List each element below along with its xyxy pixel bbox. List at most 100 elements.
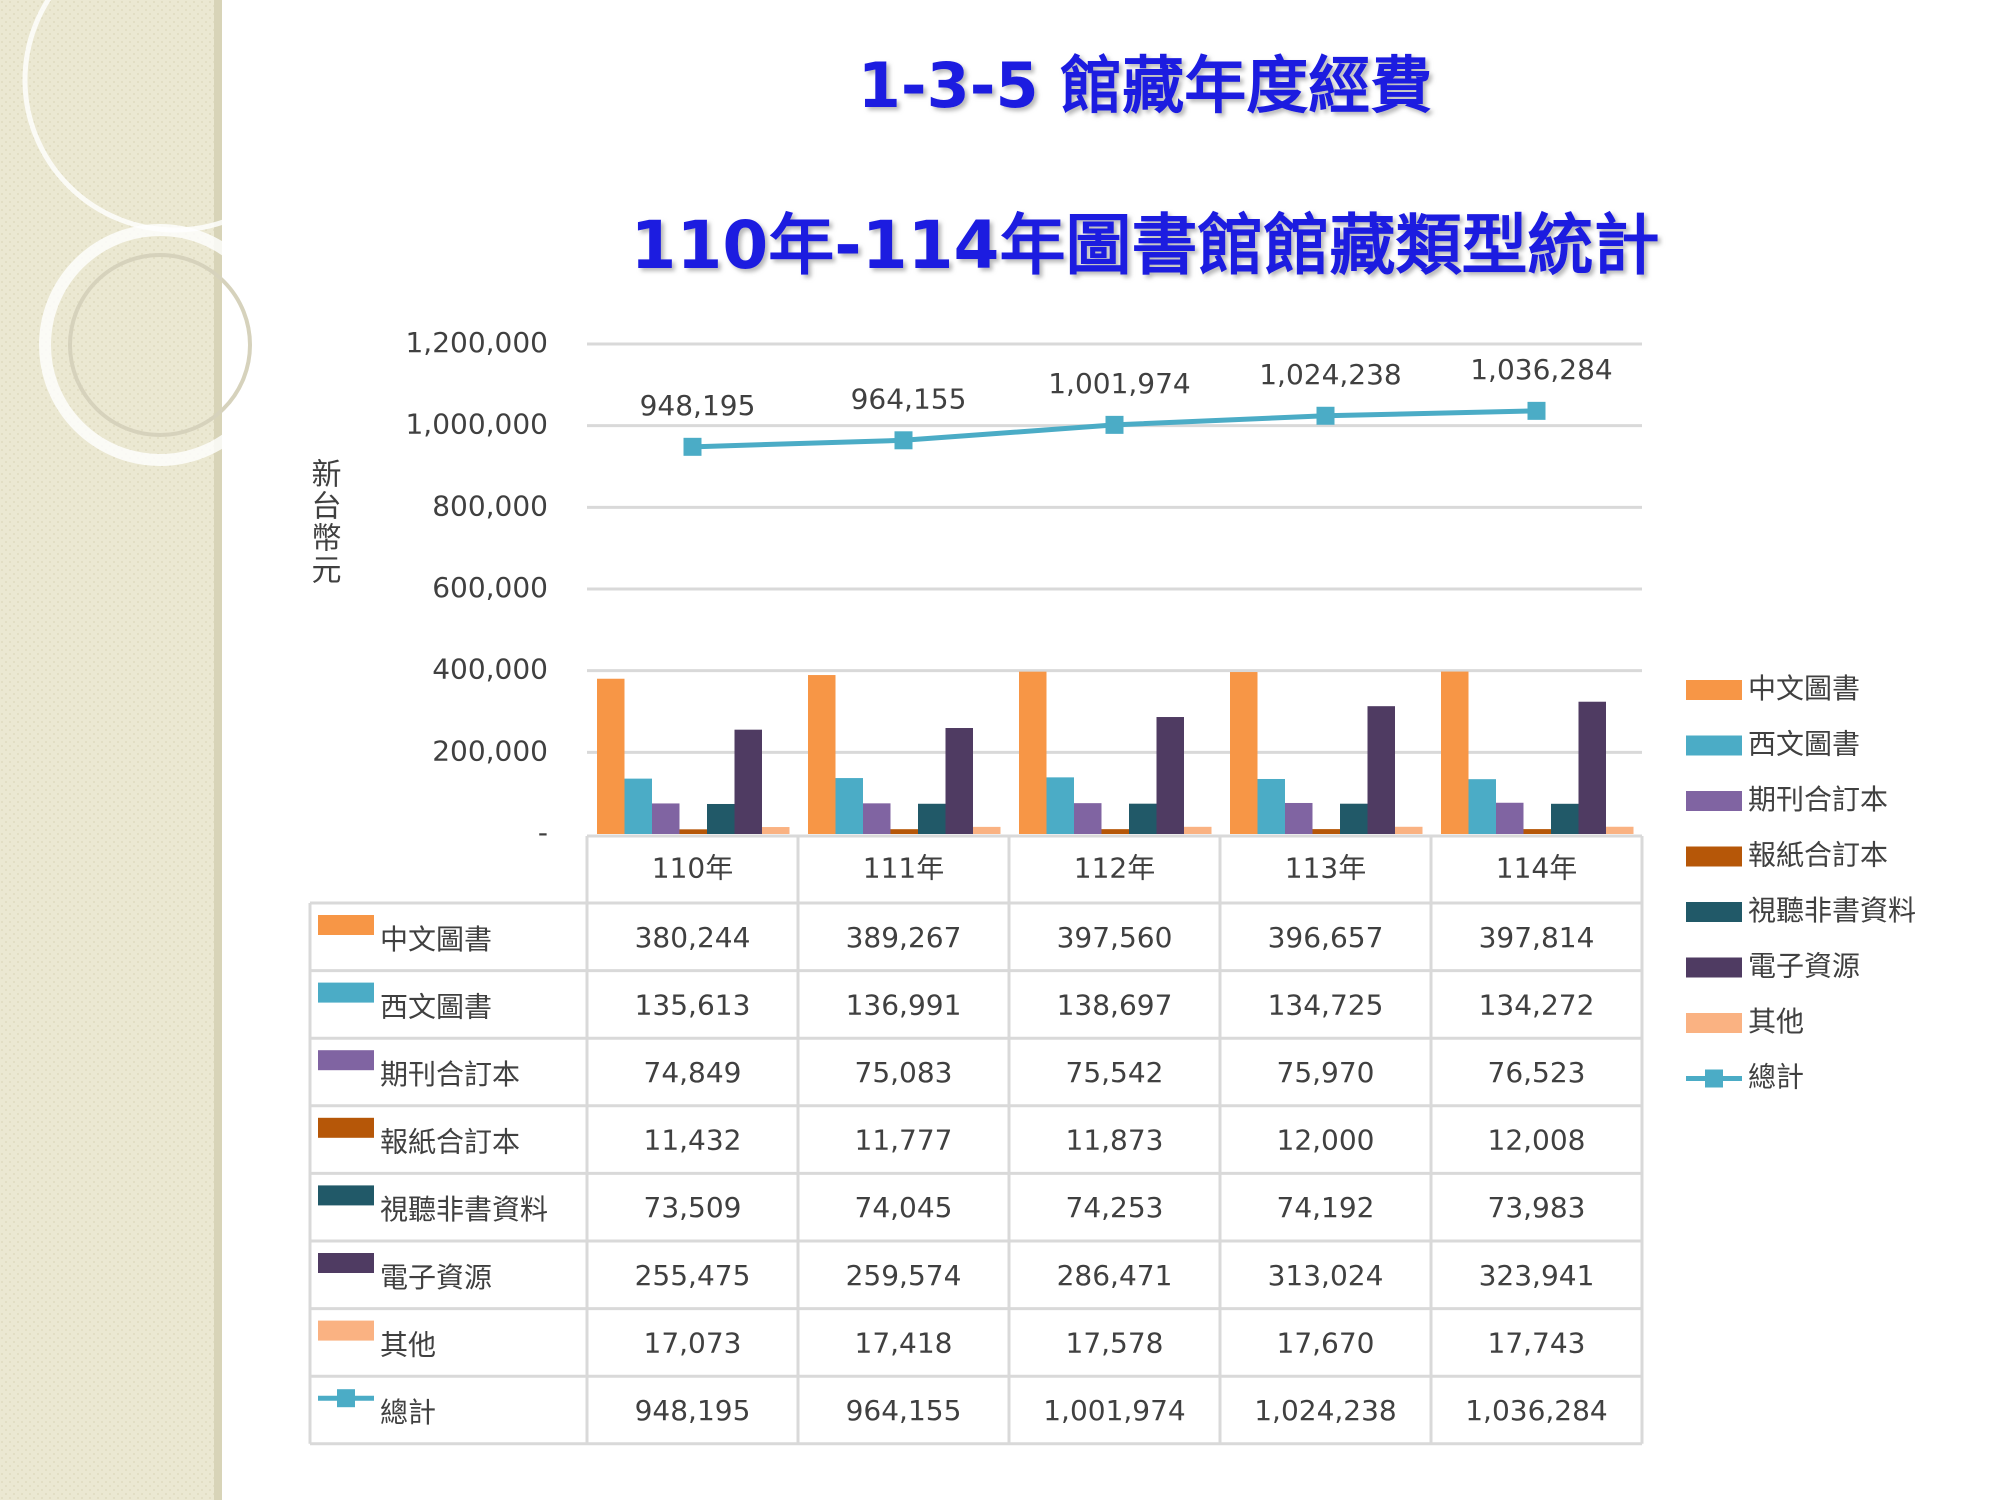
row-label: 視聽非書資料: [380, 1193, 548, 1226]
side-strip: [0, 0, 222, 1500]
bar: [1395, 826, 1423, 834]
legend-swatch: [318, 1320, 374, 1341]
line-marker: [1316, 406, 1335, 425]
table-cell: 286,471: [1057, 1259, 1173, 1292]
bar: [945, 728, 973, 834]
table-cell: 75,970: [1277, 1056, 1375, 1089]
bar: [1230, 672, 1258, 834]
data-label: 1,001,974: [1048, 367, 1191, 400]
y-tick-label: 1,200,000: [405, 326, 548, 359]
row-label: 西文圖書: [380, 990, 492, 1023]
y-tick-label: 400,000: [432, 653, 548, 686]
bar: [1551, 803, 1579, 834]
y-tick-label: 1,000,000: [405, 408, 548, 441]
table-cell: 76,523: [1488, 1056, 1586, 1089]
table-cell: 73,509: [644, 1191, 742, 1224]
table-cell: 397,814: [1479, 921, 1595, 954]
table-cell: 1,001,974: [1043, 1394, 1186, 1427]
y-axis-label: 新台幣元: [306, 458, 341, 586]
table-cell: 12,008: [1488, 1124, 1586, 1157]
y-tick-label: 800,000: [432, 489, 548, 522]
table-cell: 259,574: [846, 1259, 962, 1292]
legend-label: 西文圖書: [1748, 728, 1860, 761]
legend-swatch: [1686, 957, 1742, 978]
bar: [1074, 803, 1102, 834]
bar: [973, 826, 1001, 834]
table-cell: 74,253: [1066, 1191, 1164, 1224]
table-cell: 74,849: [644, 1056, 742, 1089]
row-label: 電子資源: [380, 1261, 492, 1294]
line-marker: [894, 431, 913, 450]
bar: [679, 829, 707, 834]
data-label: 1,024,238: [1259, 358, 1402, 391]
legend-swatch: [337, 1389, 355, 1408]
bar: [707, 803, 735, 834]
table-cell: 17,743: [1488, 1326, 1586, 1359]
legend-label: 視聽非書資料: [1748, 894, 1916, 927]
bar: [1156, 717, 1184, 834]
table-cell: 134,725: [1268, 988, 1384, 1021]
legend-label: 期刊合訂本: [1748, 783, 1888, 816]
row-label: 總計: [380, 1396, 436, 1429]
table-cell: 397,560: [1057, 921, 1173, 954]
deco-circle: [68, 253, 252, 437]
bar: [734, 729, 762, 834]
x-tick-label: 112年: [1074, 852, 1155, 885]
data-label: 964,155: [851, 382, 967, 415]
line-marker: [683, 437, 702, 456]
line-marker: [1527, 401, 1546, 420]
x-tick-label: 113年: [1285, 852, 1366, 885]
legend-swatch: [318, 1050, 374, 1071]
table-cell: 138,697: [1057, 988, 1173, 1021]
data-label: 948,195: [640, 389, 756, 422]
bar: [624, 778, 652, 834]
bar: [863, 803, 891, 834]
table-cell: 75,542: [1066, 1056, 1164, 1089]
table-cell: 11,777: [855, 1124, 953, 1157]
legend-swatch: [1686, 902, 1742, 922]
table-cell: 396,657: [1268, 921, 1384, 954]
legend-swatch: [1686, 735, 1742, 756]
bar: [1129, 803, 1157, 834]
legend-swatch: [1686, 791, 1742, 811]
bar: [1606, 826, 1634, 834]
bar: [1285, 802, 1313, 834]
y-tick-label: 200,000: [432, 734, 548, 767]
legend-label: 中文圖書: [1748, 672, 1860, 705]
chart-title: 110年-114年圖書館館藏類型統計: [631, 207, 1660, 284]
bar: [1441, 671, 1469, 834]
legend-swatch: [1686, 680, 1742, 700]
legend-label: 其他: [1748, 1005, 1804, 1038]
bar: [835, 778, 863, 834]
table-cell: 74,045: [855, 1191, 953, 1224]
legend-swatch: [1686, 846, 1742, 867]
bar: [1578, 701, 1606, 834]
legend-swatch: [318, 915, 374, 935]
bar: [1523, 829, 1551, 834]
bar: [1496, 802, 1524, 834]
y-tick-label: -: [538, 816, 548, 849]
table-cell: 389,267: [846, 921, 962, 954]
data-label: 1,036,284: [1470, 353, 1613, 386]
chart: 新台幣元 - 200,000 400,000 600,000 800,000 1,000,0…: [306, 326, 1916, 1446]
bar: [1184, 826, 1212, 834]
table-cell: 380,244: [635, 921, 751, 954]
table-cell: 948,195: [635, 1394, 751, 1427]
row-label: 期刊合訂本: [380, 1058, 520, 1091]
table-cell: 17,578: [1066, 1326, 1164, 1359]
table-cell: 964,155: [846, 1394, 962, 1427]
table-cell: 1,036,284: [1465, 1394, 1608, 1427]
table-cell: 11,432: [644, 1124, 742, 1157]
table-cell: 17,073: [644, 1326, 742, 1359]
row-label: 中文圖書: [380, 923, 492, 956]
x-tick-label: 114年: [1496, 852, 1577, 885]
table-cell: 255,475: [635, 1259, 751, 1292]
table-cell: 74,192: [1277, 1191, 1375, 1224]
bar: [1468, 779, 1496, 834]
line-marker: [1105, 415, 1124, 434]
bar: [890, 829, 918, 834]
legend-swatch: [318, 1185, 374, 1206]
x-tick-label: 110年: [652, 852, 733, 885]
